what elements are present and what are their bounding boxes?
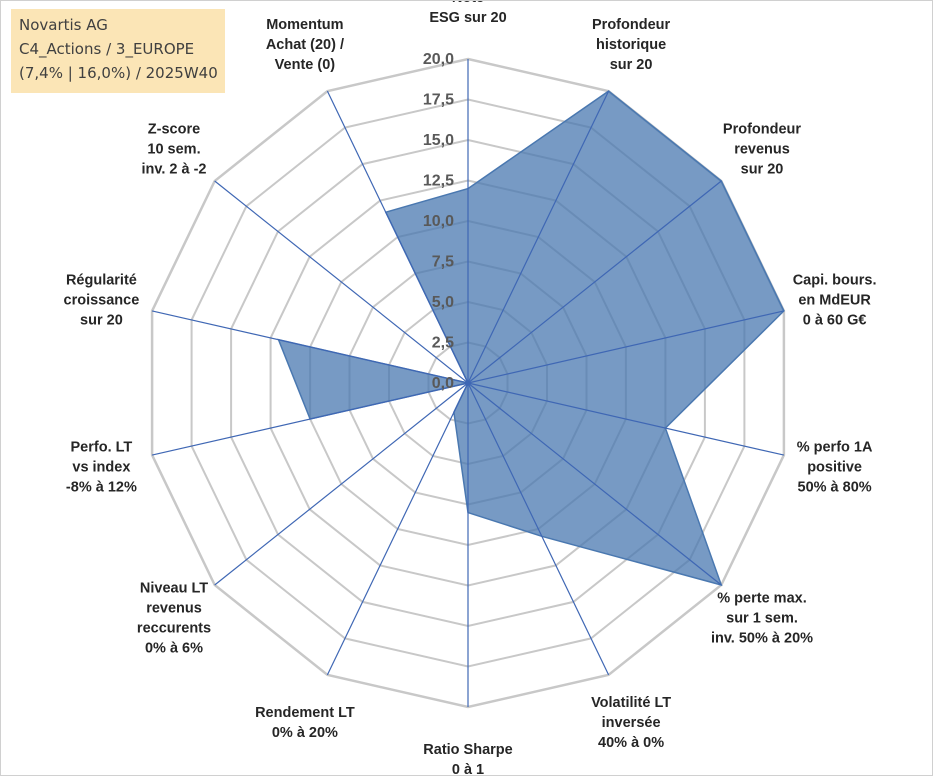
axis-spoke (467, 180, 722, 384)
axis-spoke (151, 382, 469, 456)
axis-spoke (326, 90, 469, 384)
axis-label: Rendement LT 0% à 20% (255, 705, 355, 741)
tick-label: 7,5 (432, 254, 454, 271)
tick-label: 10,0 (423, 213, 454, 230)
axis-label: Momentum Achat (20) / Vente (0) (266, 17, 344, 73)
axis-label: % perfo 1A positive 50% à 80% (797, 440, 873, 496)
axis-spoke (467, 382, 785, 456)
tick-label: 20,0 (423, 51, 454, 68)
axis-spoke (467, 382, 722, 586)
portfolio-stats: (7,4% | 16,0%) / 2025W40 (19, 64, 218, 82)
axis-spoke (326, 382, 469, 676)
axis-spoke (214, 180, 469, 384)
axis-label: Ratio Sharpe 0 à 1 (423, 742, 512, 777)
tick-label: 5,0 (432, 294, 454, 311)
portfolio-name: C4_Actions / 3_EUROPE (19, 40, 195, 58)
axis-label: Z-score 10 sem. inv. 2 à -2 (141, 122, 206, 178)
tick-label: 17,5 (423, 92, 454, 109)
series-area (277, 90, 785, 587)
tick-label: 12,5 (423, 173, 454, 190)
axis-label: Volatilité LT inversée 40% à 0% (591, 695, 671, 751)
axis-label: Capi. bours. en MdEUR 0 à 60 G€ (793, 272, 877, 328)
company-name: Novartis AG (19, 16, 108, 34)
axis-label: Profondeur revenus sur 20 (723, 122, 801, 178)
tick-label: 2,5 (432, 335, 454, 352)
axis-label: Perfo. LT vs index -8% à 12% (66, 440, 137, 496)
axis-spoke (467, 310, 785, 384)
axis-spoke (151, 310, 469, 384)
tick-label: 0,0 (432, 375, 454, 392)
axis-spoke (467, 90, 610, 384)
axis-label: Régularité croissance sur 20 (64, 272, 140, 328)
tick-label: 15,0 (423, 132, 454, 149)
axis-label: Niveau LT revenus reccurents 0% à 6% (137, 580, 211, 656)
axis-label: Profondeur historique sur 20 (592, 17, 670, 73)
axis-spoke (467, 382, 610, 676)
axis-label: NoteESG sur 20 (429, 1, 506, 26)
axis-label: % perte max. sur 1 sem. inv. 50% à 20% (711, 590, 813, 646)
info-box: Novartis AG C4_Actions / 3_EUROPE (7,4% … (11, 9, 225, 93)
axis-spoke (214, 382, 469, 586)
